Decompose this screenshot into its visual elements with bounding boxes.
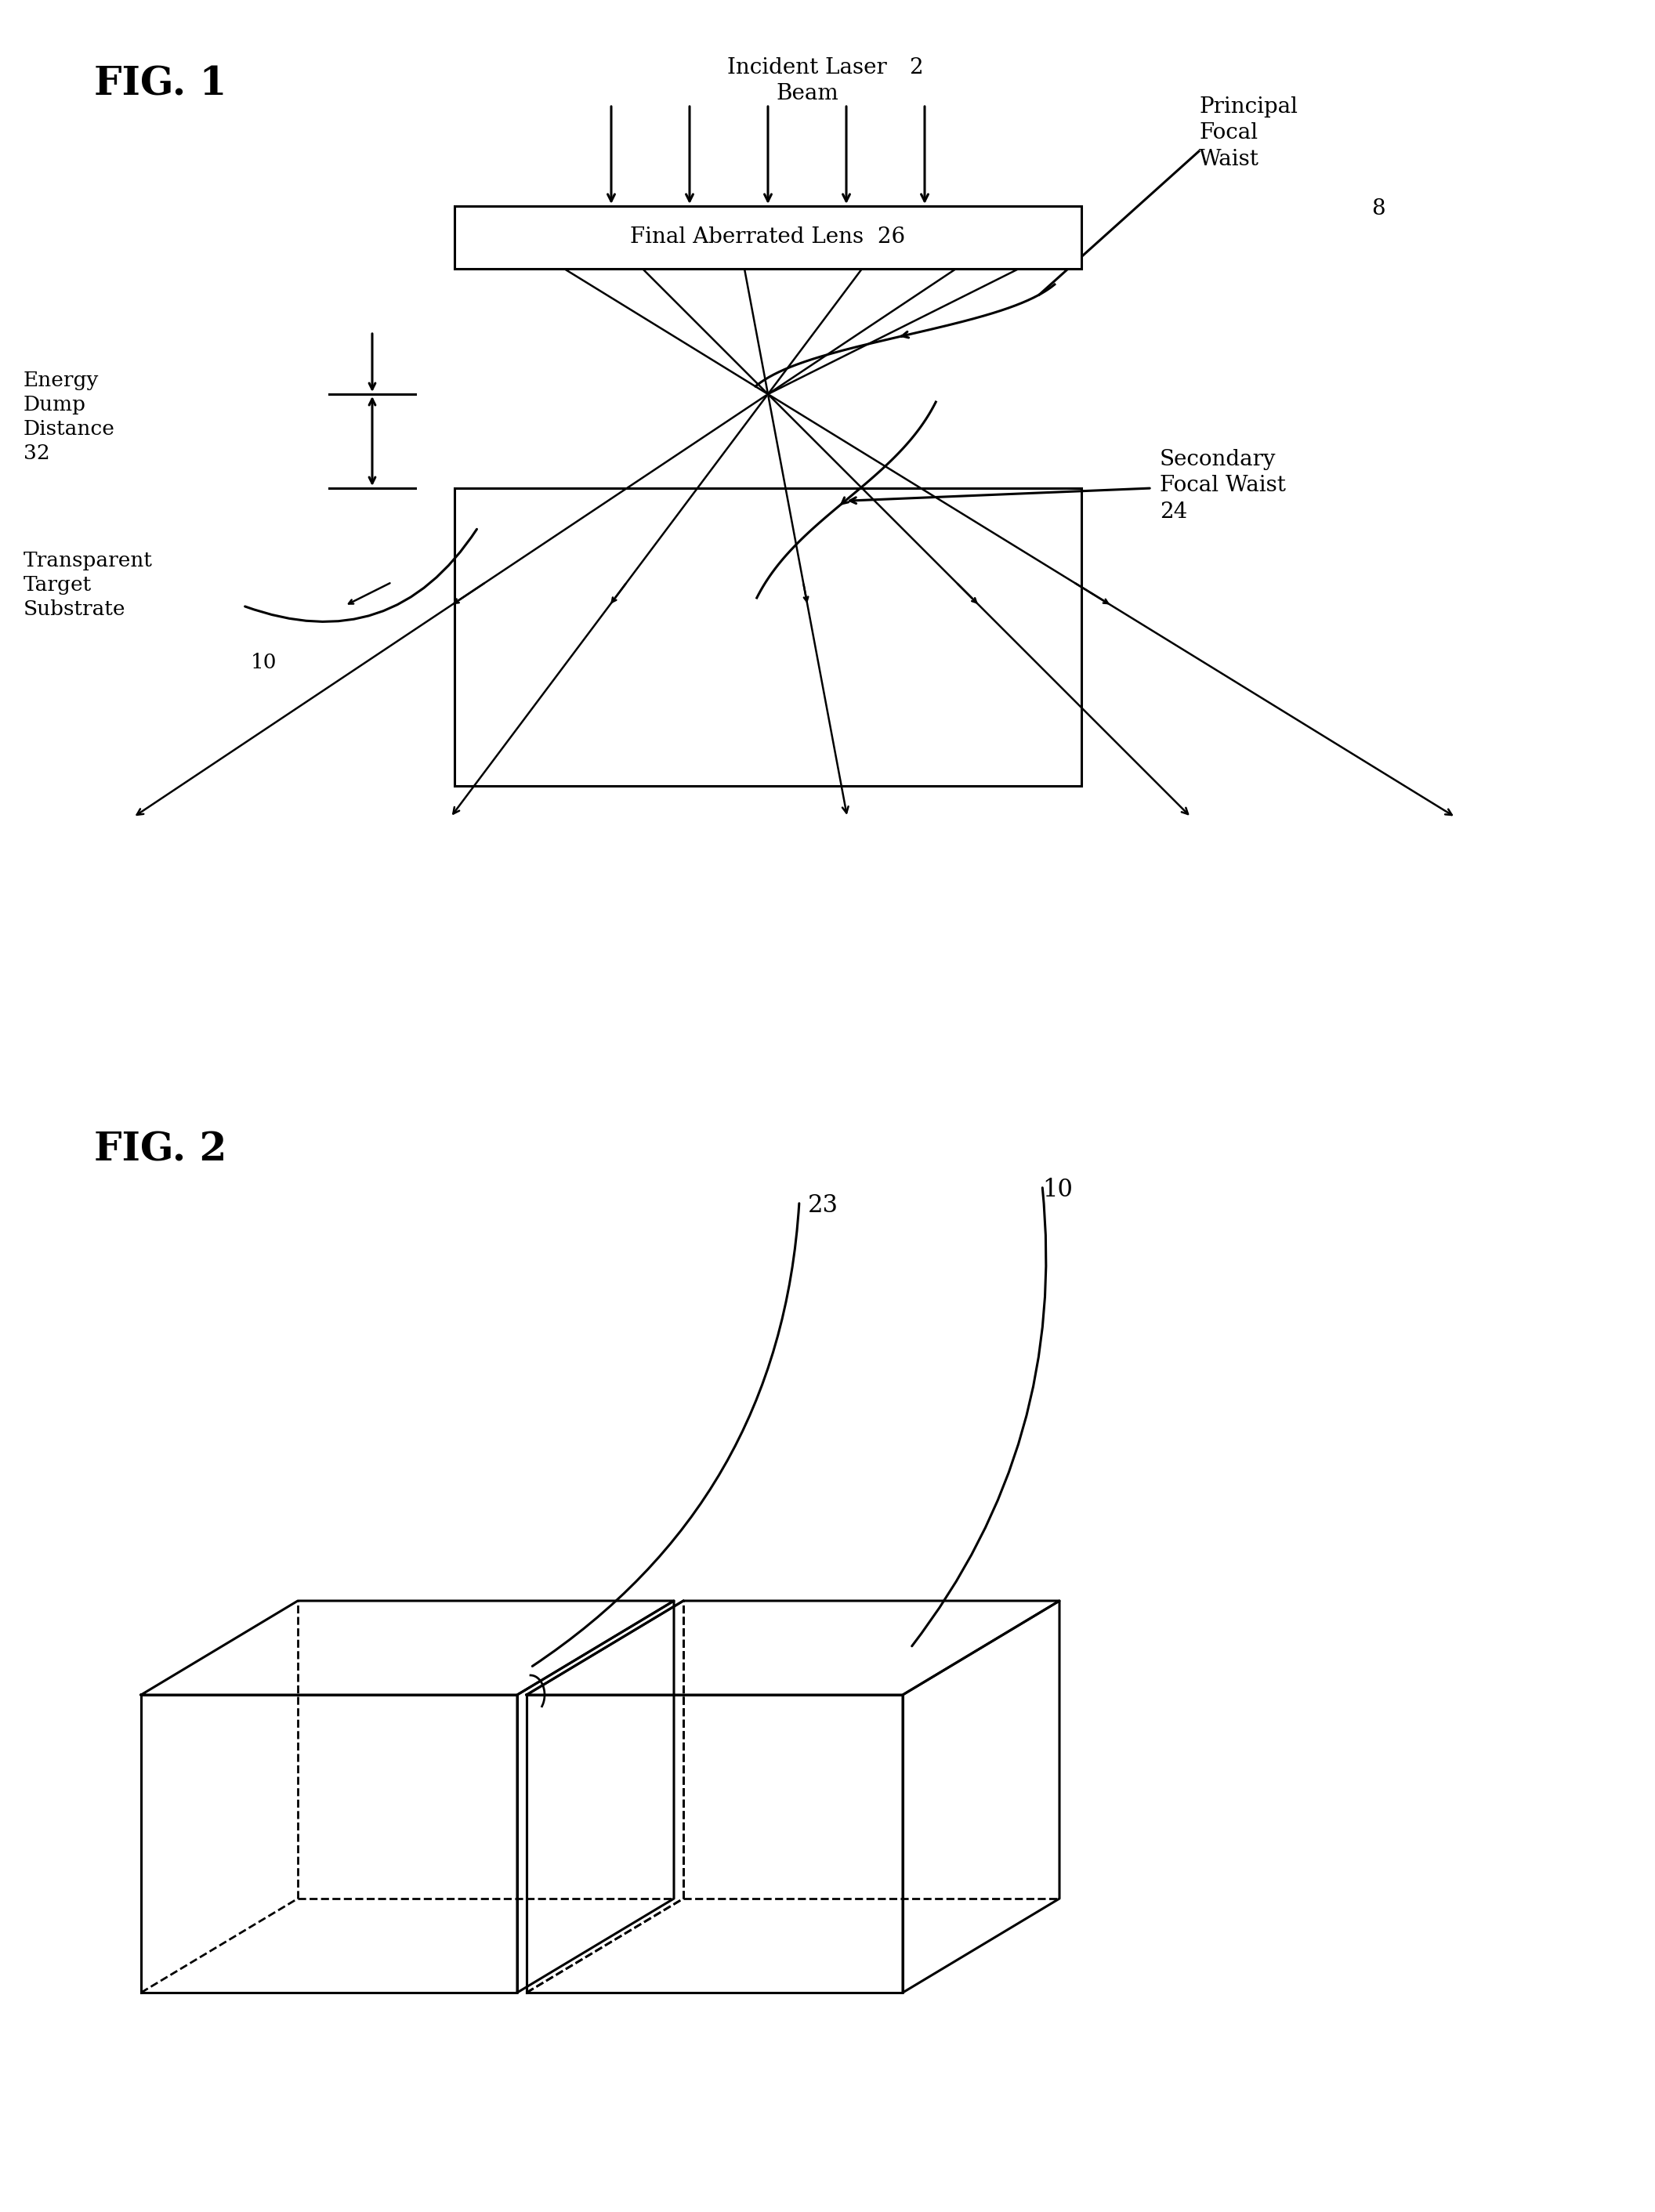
Text: FIG. 1: FIG. 1 (94, 64, 227, 104)
Text: 8: 8 (1372, 199, 1385, 219)
Text: 2: 2 (909, 58, 923, 77)
Text: Transparent
Target
Substrate: Transparent Target Substrate (23, 551, 152, 619)
Text: 23: 23 (808, 1192, 837, 1217)
Text: Secondary
Focal Waist
24: Secondary Focal Waist 24 (1160, 449, 1286, 522)
Text: 10: 10 (1043, 1177, 1072, 1201)
Bar (455, 489, 1081, 785)
Text: Incident Laser
Beam: Incident Laser Beam (727, 58, 887, 104)
Text: Energy
Dump
Distance
32: Energy Dump Distance 32 (23, 372, 116, 462)
Text: Final Aberrated Lens  26: Final Aberrated Lens 26 (631, 228, 905, 248)
Text: FIG. 2: FIG. 2 (94, 1130, 227, 1170)
Text: Principal
Focal
Waist: Principal Focal Waist (1198, 97, 1298, 170)
Bar (455, 206, 1081, 270)
Text: 10: 10 (252, 653, 276, 672)
